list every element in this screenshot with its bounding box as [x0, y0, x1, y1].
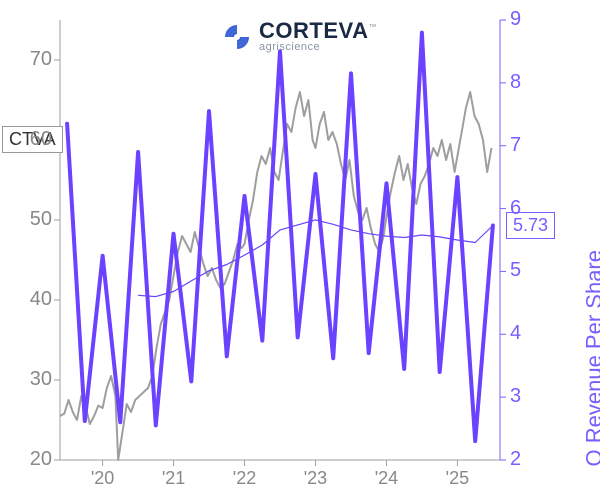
right-tick: 4 [510, 322, 550, 345]
x-tick: '25 [446, 468, 469, 489]
right-tick: 9 [510, 8, 550, 31]
right-tick: 2 [510, 448, 550, 471]
logo-main-text: CORTEVA™ [259, 20, 377, 42]
left-tick: 20 [12, 448, 52, 471]
right-axis-title: Q Revenue Per Share [581, 250, 600, 466]
left-tick: 40 [12, 288, 52, 311]
logo-text-block: CORTEVA™ agriscience [259, 20, 377, 53]
x-tick: '22 [233, 468, 256, 489]
left-tick: 30 [12, 368, 52, 391]
left-tick: 70 [12, 48, 52, 71]
right-tick: 3 [510, 385, 550, 408]
right-tick: 8 [510, 71, 550, 94]
x-tick: '21 [162, 468, 185, 489]
logo-sub-text: agriscience [259, 42, 377, 53]
left-tick: 60 [12, 128, 52, 151]
right-tick: 6 [510, 197, 550, 220]
right-tick: 5 [510, 259, 550, 282]
x-tick: '24 [375, 468, 398, 489]
company-logo: CORTEVA™ agriscience [223, 20, 377, 53]
left-tick: 50 [12, 208, 52, 231]
right-tick: 7 [510, 134, 550, 157]
x-tick: '23 [304, 468, 327, 489]
corteva-logo-icon [223, 23, 251, 51]
chart-container: CORTEVA™ agriscience CTVA 5.73 Q Revenue… [0, 0, 600, 500]
x-tick: '20 [91, 468, 114, 489]
